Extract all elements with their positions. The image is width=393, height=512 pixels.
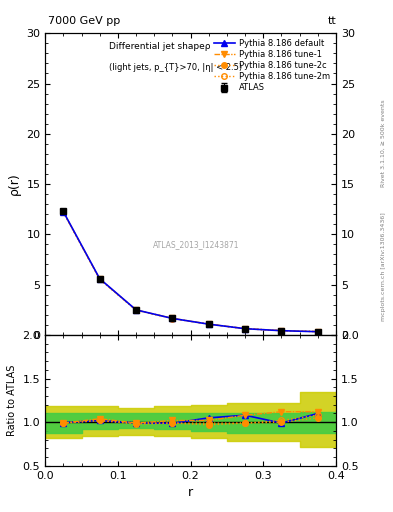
Pythia 8.186 tune-2m	[61, 209, 66, 216]
Pythia 8.186 tune-1	[170, 315, 175, 322]
Pythia 8.186 tune-2m	[243, 326, 248, 332]
Text: ATLAS_2013_I1243871: ATLAS_2013_I1243871	[153, 240, 240, 249]
Pythia 8.186 tune-2c	[97, 276, 102, 282]
Line: Pythia 8.186 tune-1: Pythia 8.186 tune-1	[61, 209, 321, 334]
Pythia 8.186 tune-1	[243, 326, 248, 332]
Pythia 8.186 tune-1	[316, 329, 320, 335]
Pythia 8.186 tune-2m	[316, 328, 320, 334]
Pythia 8.186 tune-1	[206, 321, 211, 327]
Pythia 8.186 default	[134, 307, 138, 313]
Pythia 8.186 tune-1	[61, 209, 66, 215]
Line: Pythia 8.186 default: Pythia 8.186 default	[61, 209, 321, 334]
Pythia 8.186 default	[206, 321, 211, 327]
Pythia 8.186 tune-1	[97, 276, 102, 282]
Pythia 8.186 default	[61, 208, 66, 215]
Pythia 8.186 tune-2m	[170, 315, 175, 322]
X-axis label: r: r	[188, 486, 193, 499]
Line: Pythia 8.186 tune-2c: Pythia 8.186 tune-2c	[61, 209, 321, 334]
Pythia 8.186 tune-1	[279, 328, 284, 334]
Pythia 8.186 default	[316, 329, 320, 335]
Text: 7000 GeV pp: 7000 GeV pp	[48, 16, 120, 26]
Pythia 8.186 tune-2c	[279, 328, 284, 334]
Pythia 8.186 tune-1	[134, 307, 138, 313]
Pythia 8.186 default	[170, 315, 175, 322]
Y-axis label: Ratio to ATLAS: Ratio to ATLAS	[7, 365, 17, 436]
Line: Pythia 8.186 tune-2m: Pythia 8.186 tune-2m	[61, 209, 321, 334]
Text: (light jets, p_{T}>70, |η| < 2.5): (light jets, p_{T}>70, |η| < 2.5)	[109, 63, 242, 72]
Text: tt: tt	[327, 16, 336, 26]
Pythia 8.186 tune-2c	[243, 326, 248, 332]
Pythia 8.186 tune-2m	[206, 321, 211, 327]
Pythia 8.186 tune-2c	[316, 329, 320, 335]
Y-axis label: ρ(r): ρ(r)	[7, 173, 21, 196]
Pythia 8.186 default	[279, 328, 284, 334]
Text: mcplots.cern.ch [arXiv:1306.3436]: mcplots.cern.ch [arXiv:1306.3436]	[381, 212, 386, 321]
Pythia 8.186 tune-2c	[206, 321, 211, 327]
Pythia 8.186 tune-2m	[134, 307, 138, 313]
Pythia 8.186 tune-2m	[97, 276, 102, 283]
Pythia 8.186 default	[97, 275, 102, 282]
Text: Differential jet shapeρ: Differential jet shapeρ	[109, 42, 211, 51]
Legend: Pythia 8.186 default, Pythia 8.186 tune-1, Pythia 8.186 tune-2c, Pythia 8.186 tu: Pythia 8.186 default, Pythia 8.186 tune-…	[211, 36, 334, 96]
Pythia 8.186 default	[243, 326, 248, 332]
Pythia 8.186 tune-2c	[61, 209, 66, 215]
Text: Rivet 3.1.10, ≥ 500k events: Rivet 3.1.10, ≥ 500k events	[381, 99, 386, 187]
Pythia 8.186 tune-2c	[134, 307, 138, 313]
Pythia 8.186 tune-2m	[279, 328, 284, 334]
Pythia 8.186 tune-2c	[170, 315, 175, 322]
